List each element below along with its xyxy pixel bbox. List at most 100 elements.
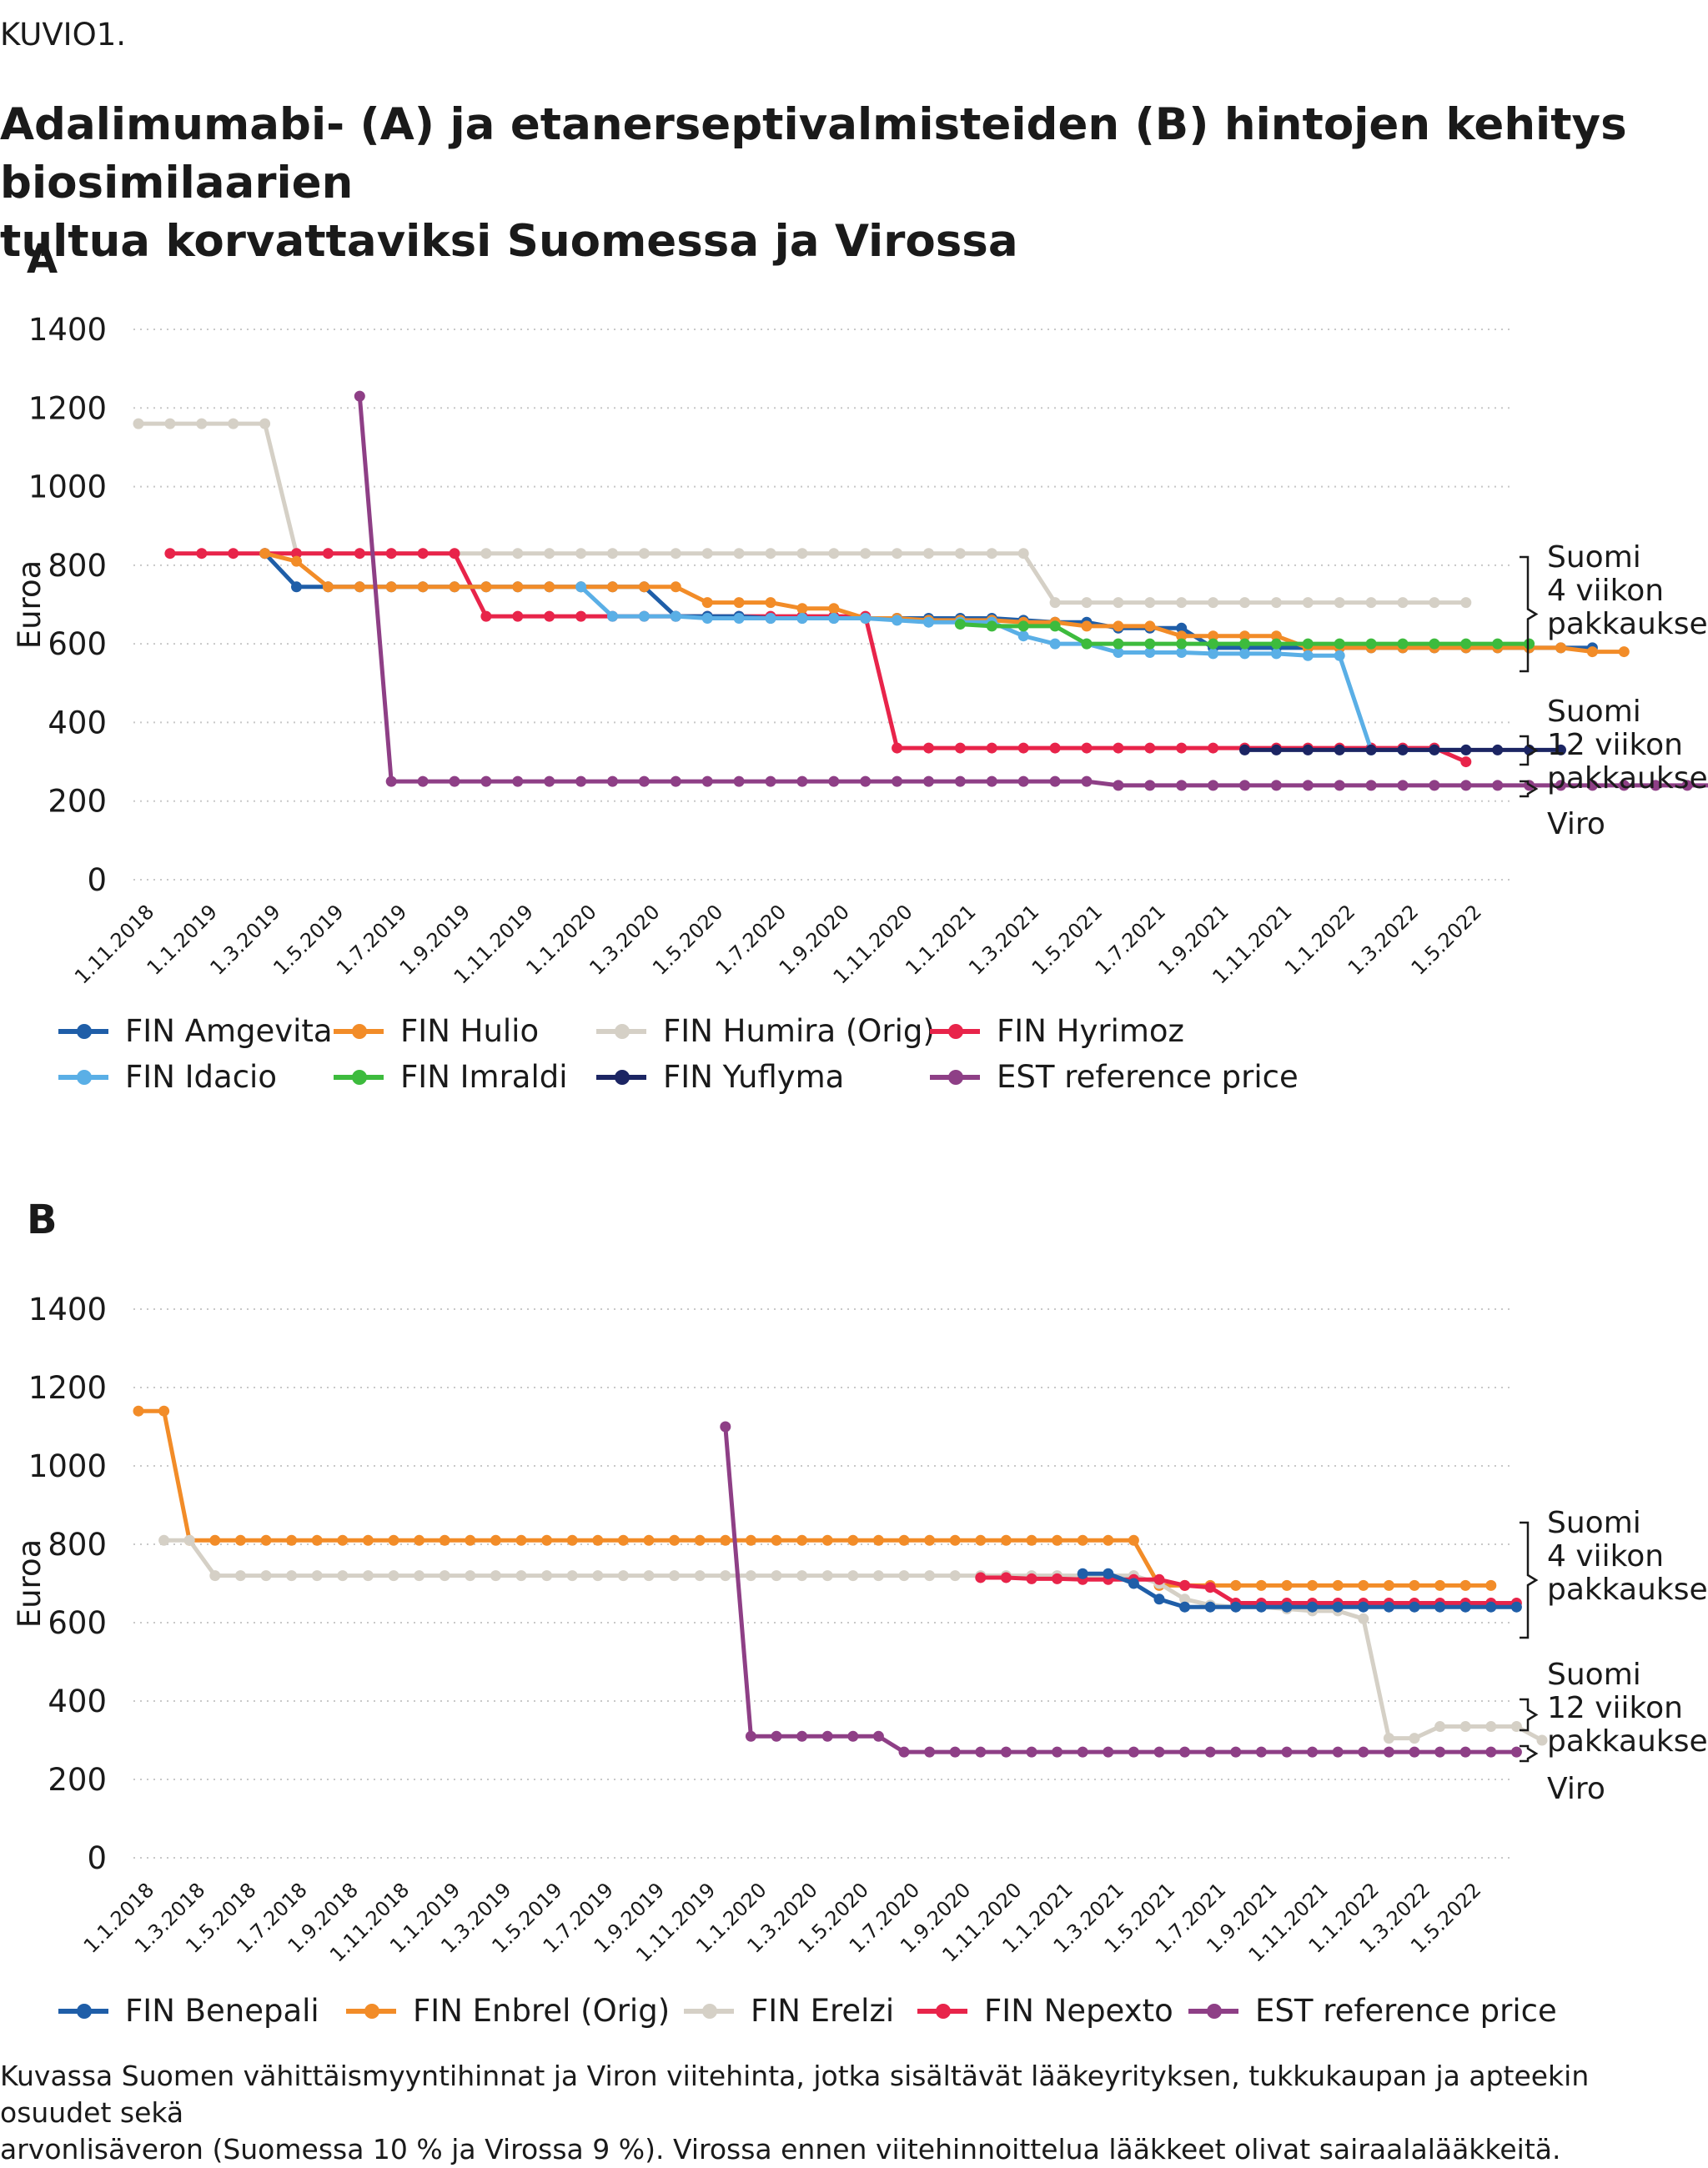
data-point bbox=[701, 613, 713, 624]
data-point bbox=[1270, 780, 1282, 791]
y-tick-label: 600 bbox=[48, 626, 107, 662]
data-point bbox=[643, 1570, 655, 1582]
data-point bbox=[1204, 1746, 1216, 1758]
data-point bbox=[1332, 1746, 1344, 1758]
data-point bbox=[1302, 650, 1314, 661]
data-point bbox=[638, 775, 650, 787]
data-point bbox=[1409, 1579, 1420, 1591]
data-point bbox=[765, 613, 776, 624]
data-point bbox=[417, 775, 429, 787]
data-point bbox=[592, 1534, 604, 1546]
legend-label: FIN Benepali bbox=[125, 1993, 319, 2029]
data-point bbox=[1255, 1601, 1267, 1613]
data-point bbox=[898, 1746, 910, 1758]
data-point bbox=[1208, 638, 1219, 650]
data-point bbox=[1081, 597, 1093, 609]
data-point bbox=[322, 581, 334, 593]
data-point bbox=[512, 775, 524, 787]
data-point bbox=[1383, 1601, 1394, 1613]
data-point bbox=[354, 581, 365, 593]
data-point bbox=[1434, 1746, 1446, 1758]
data-point bbox=[617, 1570, 629, 1582]
data-point bbox=[986, 548, 997, 560]
data-point bbox=[1334, 638, 1345, 650]
data-point bbox=[592, 1570, 604, 1582]
data-point bbox=[694, 1534, 706, 1546]
bracket bbox=[1520, 1744, 1539, 1763]
panel-a-label: A bbox=[27, 236, 58, 283]
y-tick-label: 400 bbox=[48, 1684, 107, 1719]
data-point bbox=[1429, 744, 1440, 755]
data-point bbox=[1434, 1601, 1446, 1613]
data-point bbox=[701, 548, 713, 560]
data-point bbox=[1270, 638, 1282, 650]
data-point bbox=[733, 548, 745, 560]
data-point bbox=[949, 1570, 961, 1582]
bracket bbox=[1520, 555, 1539, 673]
data-point bbox=[480, 581, 492, 593]
series-line bbox=[357, 395, 1708, 788]
data-point bbox=[1081, 638, 1093, 650]
data-point bbox=[733, 597, 745, 609]
data-point bbox=[515, 1570, 527, 1582]
data-point bbox=[1365, 638, 1377, 650]
data-point bbox=[286, 1570, 298, 1582]
data-point bbox=[311, 1534, 323, 1546]
data-point bbox=[1460, 756, 1472, 768]
data-point bbox=[512, 581, 524, 593]
legend-label: EST reference price bbox=[997, 1059, 1299, 1095]
data-point bbox=[847, 1730, 859, 1742]
data-point bbox=[1176, 647, 1188, 659]
data-point bbox=[949, 1534, 961, 1546]
annotation-text: 12 viikon bbox=[1547, 728, 1683, 762]
data-point bbox=[1307, 1601, 1319, 1613]
data-point bbox=[544, 548, 555, 560]
y-tick-label: 1000 bbox=[28, 469, 107, 505]
legend-item: EST reference price bbox=[930, 1059, 1299, 1095]
data-point bbox=[1358, 1601, 1369, 1613]
data-point bbox=[828, 548, 840, 560]
legend-swatch bbox=[684, 2003, 734, 2019]
data-point bbox=[1230, 1579, 1242, 1591]
data-point bbox=[1077, 1568, 1088, 1579]
data-point bbox=[607, 548, 618, 560]
data-point bbox=[1429, 597, 1440, 609]
data-point bbox=[796, 548, 808, 560]
data-point bbox=[158, 1405, 170, 1417]
data-point bbox=[765, 548, 776, 560]
data-point bbox=[1460, 780, 1472, 791]
data-point bbox=[1365, 597, 1377, 609]
data-point bbox=[872, 1570, 884, 1582]
data-point bbox=[1270, 630, 1282, 642]
data-point bbox=[1103, 1534, 1114, 1546]
y-tick-label: 0 bbox=[87, 862, 107, 898]
data-point bbox=[544, 581, 555, 593]
data-point bbox=[1049, 620, 1061, 632]
data-point bbox=[733, 775, 745, 787]
legend-label: FIN Imraldi bbox=[400, 1059, 568, 1095]
data-point bbox=[1026, 1746, 1037, 1758]
legend-swatch bbox=[346, 2003, 396, 2019]
data-point bbox=[669, 1570, 681, 1582]
data-point bbox=[986, 620, 997, 632]
y-axis-label: Euroa bbox=[12, 1539, 48, 1629]
data-point bbox=[291, 581, 302, 593]
data-point bbox=[575, 610, 587, 622]
legend-item: FIN Benepali bbox=[58, 1993, 319, 2029]
data-point bbox=[1383, 1746, 1394, 1758]
data-point bbox=[638, 610, 650, 622]
data-point bbox=[1128, 1578, 1139, 1589]
y-tick-label: 1400 bbox=[28, 1292, 107, 1327]
data-point bbox=[643, 1534, 655, 1546]
data-point bbox=[362, 1534, 374, 1546]
data-point bbox=[860, 548, 872, 560]
data-point bbox=[1302, 638, 1314, 650]
panel-b-label: B bbox=[27, 1197, 58, 1243]
data-point bbox=[1459, 1579, 1471, 1591]
data-point bbox=[1176, 622, 1188, 634]
chart-panel-a: 0200400600800100012001400Euroa1.11.20181… bbox=[12, 312, 1708, 989]
legend-swatch bbox=[596, 1069, 646, 1085]
data-point bbox=[1281, 1746, 1293, 1758]
data-point bbox=[1113, 638, 1124, 650]
data-point bbox=[133, 418, 144, 429]
